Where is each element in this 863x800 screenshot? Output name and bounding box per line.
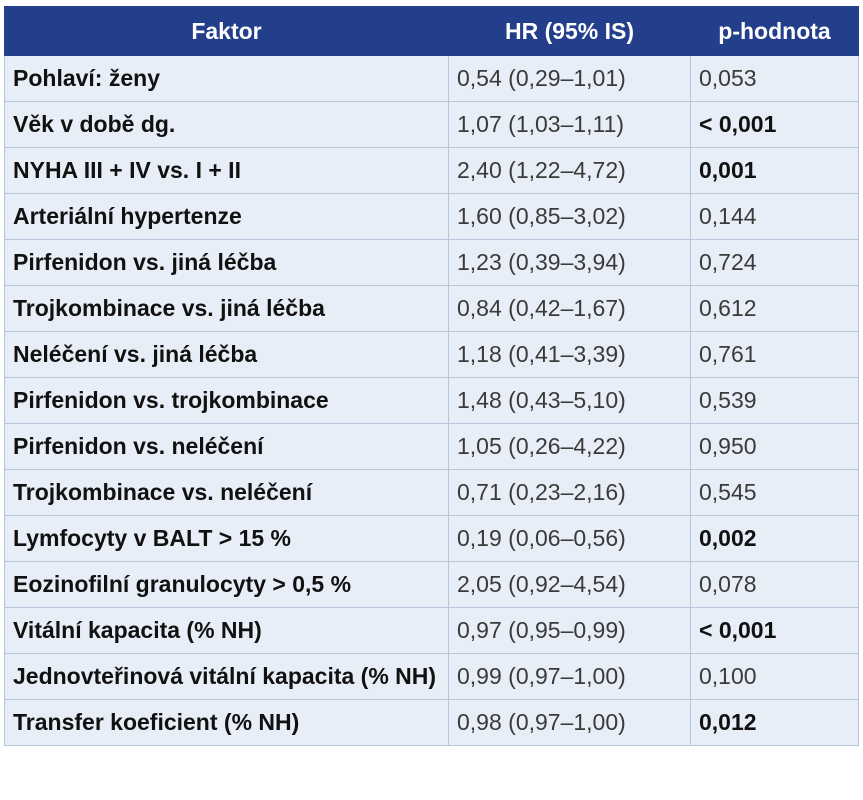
factor-cell: Transfer koeficient (% NH) <box>4 699 449 746</box>
p-value-cell: 0,002 <box>690 515 859 562</box>
factor-cell: Pirfenidon vs. neléčení <box>4 423 449 470</box>
p-value-cell: 0,950 <box>690 423 859 470</box>
p-value-cell: 0,078 <box>690 561 859 608</box>
table-row: Trojkombinace vs. jiná léčba 0,84 (0,42–1… <box>4 285 859 332</box>
p-value-cell: 0,001 <box>690 147 859 194</box>
p-value-cell: 0,724 <box>690 239 859 286</box>
header-cell: Faktor <box>4 6 449 56</box>
table-row: Pirfenidon vs. neléčení 1,05 (0,26–4,22) 0… <box>4 423 859 470</box>
hr-cell: 1,48 (0,43–5,10) <box>448 377 691 424</box>
table-row: Arteriální hypertenze 1,60 (0,85–3,02) 0,1… <box>4 193 859 240</box>
table-container: Faktor HR (95% IS) p-hodnota Pohlaví: že… <box>4 6 859 746</box>
hr-cell: 0,71 (0,23–2,16) <box>448 469 691 516</box>
hr-cell: 0,97 (0,95–0,99) <box>448 607 691 654</box>
table-body: Pohlaví: ženy 0,54 (0,29–1,01) 0,053 Věk v … <box>4 55 859 746</box>
hr-cell: 1,23 (0,39–3,94) <box>448 239 691 286</box>
results-table: Faktor HR (95% IS) p-hodnota Pohlaví: že… <box>4 6 859 746</box>
factor-cell: Jednovteřinová vitální kapacita (% NH) <box>4 653 449 700</box>
table-row: Pirfenidon vs. trojkombinace 1,48 (0,43–5… <box>4 377 859 424</box>
p-value-cell: 0,012 <box>690 699 859 746</box>
header-cell: p-hodnota <box>690 6 859 56</box>
table-row: Jednovteřinová vitální kapacita (% NH) 0,… <box>4 653 859 700</box>
hr-cell: 0,98 (0,97–1,00) <box>448 699 691 746</box>
hr-cell: 1,05 (0,26–4,22) <box>448 423 691 470</box>
p-value-cell: 0,761 <box>690 331 859 378</box>
table-row: Věk v době dg. 1,07 (1,03–1,11) < 0,001 <box>4 101 859 148</box>
factor-cell: Pohlaví: ženy <box>4 55 449 102</box>
factor-cell: Věk v době dg. <box>4 101 449 148</box>
hr-cell: 0,54 (0,29–1,01) <box>448 55 691 102</box>
table-row: Eozinofilní granulocyty > 0,5 % 2,05 (0,9… <box>4 561 859 608</box>
factor-cell: Vitální kapacita (% NH) <box>4 607 449 654</box>
hr-cell: 0,19 (0,06–0,56) <box>448 515 691 562</box>
hr-cell: 1,07 (1,03–1,11) <box>448 101 691 148</box>
table-row: Pirfenidon vs. jiná léčba 1,23 (0,39–3,94… <box>4 239 859 286</box>
hr-cell: 2,40 (1,22–4,72) <box>448 147 691 194</box>
p-value-cell: 0,144 <box>690 193 859 240</box>
header-row: Faktor HR (95% IS) p-hodnota <box>4 6 859 56</box>
hr-cell: 1,18 (0,41–3,39) <box>448 331 691 378</box>
factor-cell: NYHA III + IV vs. I + II <box>4 147 449 194</box>
table-row: Trojkombinace vs. neléčení 0,71 (0,23–2,1… <box>4 469 859 516</box>
p-value-cell: < 0,001 <box>690 607 859 654</box>
hr-cell: 2,05 (0,92–4,54) <box>448 561 691 608</box>
p-value-cell: 0,545 <box>690 469 859 516</box>
hr-cell: 0,99 (0,97–1,00) <box>448 653 691 700</box>
hr-cell: 1,60 (0,85–3,02) <box>448 193 691 240</box>
table-row: Pohlaví: ženy 0,54 (0,29–1,01) 0,053 <box>4 55 859 102</box>
p-value-cell: 0,053 <box>690 55 859 102</box>
p-value-cell: 0,612 <box>690 285 859 332</box>
factor-cell: Lymfocyty v BALT > 15 % <box>4 515 449 562</box>
table-row: Lymfocyty v BALT > 15 % 0,19 (0,06–0,56) 0… <box>4 515 859 562</box>
hr-cell: 0,84 (0,42–1,67) <box>448 285 691 332</box>
p-value-cell: < 0,001 <box>690 101 859 148</box>
factor-cell: Arteriální hypertenze <box>4 193 449 240</box>
p-value-cell: 0,100 <box>690 653 859 700</box>
factor-cell: Trojkombinace vs. neléčení <box>4 469 449 516</box>
factor-cell: Eozinofilní granulocyty > 0,5 % <box>4 561 449 608</box>
header-cell: HR (95% IS) <box>448 6 691 56</box>
p-value-cell: 0,539 <box>690 377 859 424</box>
factor-cell: Pirfenidon vs. trojkombinace <box>4 377 449 424</box>
factor-cell: Neléčení vs. jiná léčba <box>4 331 449 378</box>
table-row: Transfer koeficient (% NH) 0,98 (0,97–1,0… <box>4 699 859 746</box>
table-row: NYHA III + IV vs. I + II 2,40 (1,22–4,72)… <box>4 147 859 194</box>
factor-cell: Trojkombinace vs. jiná léčba <box>4 285 449 332</box>
table-row: Neléčení vs. jiná léčba 1,18 (0,41–3,39) 0… <box>4 331 859 378</box>
table-row: Vitální kapacita (% NH) 0,97 (0,95–0,99) <… <box>4 607 859 654</box>
factor-cell: Pirfenidon vs. jiná léčba <box>4 239 449 286</box>
